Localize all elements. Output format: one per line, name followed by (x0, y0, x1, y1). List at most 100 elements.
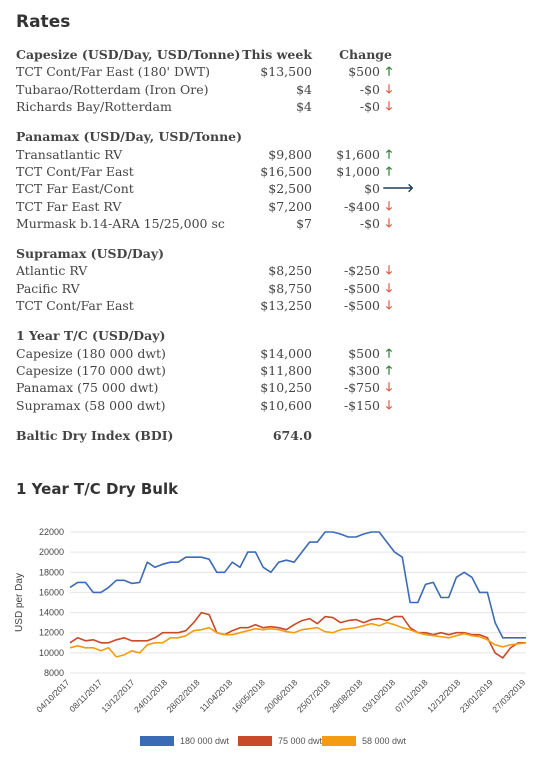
this-week-value: $13,250 (260, 298, 312, 314)
route-label: Capesize (170 000 dwt) (16, 363, 166, 379)
route-label: Pacific RV (16, 280, 80, 296)
x-tick-label: 11/04/2018 (198, 677, 235, 714)
change-value: $1,600 (336, 146, 380, 162)
x-tick-label: 29/08/2018 (327, 677, 364, 714)
arrow-up-icon: 🡑 (385, 146, 393, 161)
y-tick-label: 10000 (39, 648, 64, 658)
rate-row: Murmask b.14-ARA 15/25,000 sc $7 -$0 🡓 (16, 215, 396, 232)
section-header: Capesize (USD/Day, USD/Tonne) This week Ch… (16, 46, 396, 63)
rate-row: TCT Cont/Far East (180' DWT) $13,500 $500 🡑 (16, 63, 396, 80)
x-tick-label: 12/12/2018 (425, 677, 462, 714)
x-tick-label: 13/12/2017 (99, 677, 136, 714)
rate-row: Richards Bay/Rotterdam $4 -$0 🡓 (16, 98, 396, 115)
change-value: -$400 (343, 198, 380, 214)
x-tick-label: 27/03/2019 (490, 677, 527, 714)
section-spacer (16, 414, 396, 427)
arrow-down-icon: 🡓 (385, 298, 393, 313)
change-value: $300 (348, 363, 380, 379)
rate-row: Transatlantic RV $9,800 $1,600 🡑 (16, 146, 396, 163)
change-value: -$0 (359, 81, 380, 97)
y-tick-label: 18000 (39, 567, 64, 577)
legend-label: 180 000 dwt (180, 736, 230, 746)
route-label: Richards Bay/Rotterdam (16, 99, 172, 115)
route-label: TCT Far East/Cont (16, 181, 134, 197)
route-label: Transatlantic RV (16, 146, 123, 162)
route-label: Murmask b.14-ARA 15/25,000 sc (16, 216, 225, 232)
legend-swatch (238, 736, 272, 746)
x-tick-label: 23/01/2019 (458, 677, 495, 714)
rate-row: Pacific RV $8,750 -$500 🡓 (16, 280, 396, 297)
arrow-down-icon: 🡓 (385, 81, 393, 96)
rate-row: TCT Far East RV $7,200 -$400 🡓 (16, 198, 396, 215)
legend-label: 58 000 dwt (362, 736, 407, 746)
this-week-value: $8,750 (268, 280, 312, 296)
change-value: $500 (348, 345, 380, 361)
route-label: TCT Cont/Far East (180' DWT) (16, 64, 211, 80)
this-week-value: $9,800 (268, 146, 312, 162)
chart-title: 1 Year T/C Dry Bulk (16, 480, 179, 498)
series-line (69, 621, 527, 658)
rate-row: Capesize (180 000 dwt) $14,000 $500 🡑 (16, 345, 396, 362)
section-header: Baltic Dry Index (BDI) 674.0 (16, 427, 396, 444)
route-label: TCT Cont/Far East (16, 163, 134, 179)
this-week-header: This week (242, 47, 312, 62)
arrow-down-icon: 🡓 (385, 99, 393, 114)
this-week-value: $14,000 (260, 345, 312, 361)
y-tick-label: 20000 (39, 547, 64, 557)
legend-item[interactable]: 75 000 dwt (238, 736, 322, 746)
x-tick-label: 08/11/2017 (67, 677, 104, 714)
change-value: -$0 (359, 216, 380, 232)
legend-item[interactable]: 58 000 dwt (322, 736, 406, 746)
rate-row: Supramax (58 000 dwt) $10,600 -$150 🡓 (16, 397, 396, 414)
change-header: Change (339, 47, 392, 62)
this-week-value: $2,500 (268, 181, 312, 197)
change-value: $0 (364, 181, 380, 197)
arrow-up-icon: 🡑 (385, 163, 393, 178)
y-tick-label: 8000 (44, 668, 64, 678)
rate-row: TCT Cont/Far East $16,500 $1,000 🡑 (16, 163, 396, 180)
this-week-value: $4 (296, 99, 312, 115)
legend-item[interactable]: 180 000 dwt (140, 736, 229, 746)
section-header: 1 Year T/C (USD/Day) (16, 327, 396, 344)
route-label: TCT Far East RV (16, 198, 122, 214)
section-spacer (16, 315, 396, 328)
this-week-value: $7,200 (268, 198, 312, 214)
this-week-value: $11,800 (260, 363, 312, 379)
rates-table: Capesize (USD/Day, USD/Tonne) This week Ch… (16, 46, 415, 444)
this-week-header: 674.0 (272, 427, 312, 443)
y-tick-label: 12000 (39, 628, 64, 638)
rate-row: TCT Far East/Cont $2,500 $0 🡒 (16, 180, 415, 197)
route-label: Capesize (180 000 dwt) (16, 345, 166, 361)
legend-label: 75 000 dwt (278, 736, 323, 746)
this-week-value: $4 (296, 81, 312, 97)
change-value: $500 (348, 64, 380, 80)
this-week-value: $10,250 (260, 380, 312, 396)
route-label: TCT Cont/Far East (16, 298, 134, 314)
route-label: Tubarao/Rotterdam (Iron Ore) (16, 81, 209, 97)
arrow-up-icon: 🡑 (385, 363, 393, 378)
y-axis-label: USD per Day (14, 573, 25, 632)
x-tick-label: 28/02/2018 (165, 677, 202, 714)
rate-row: TCT Cont/Far East $13,250 -$500 🡓 (16, 297, 396, 314)
this-week-value: $7 (296, 216, 312, 232)
this-week-value: $13,500 (260, 64, 312, 80)
arrow-up-icon: 🡑 (385, 64, 393, 79)
change-value: -$500 (343, 298, 380, 314)
arrow-down-icon: 🡓 (385, 380, 393, 395)
arrow-right-icon: 🡒 (382, 181, 415, 196)
this-week-value: $10,600 (260, 397, 312, 413)
rate-row: Panamax (75 000 dwt) $10,250 -$750 🡓 (16, 379, 396, 396)
x-tick-label: 04/10/2017 (34, 677, 71, 714)
y-tick-label: 16000 (39, 587, 64, 597)
section-spacer (16, 116, 396, 129)
section-title: Supramax (USD/Day) (16, 246, 165, 262)
arrow-up-icon: 🡑 (385, 345, 393, 360)
arrow-down-icon: 🡓 (385, 216, 393, 231)
section-title: Baltic Dry Index (BDI) (16, 427, 174, 443)
route-label: Supramax (58 000 dwt) (16, 397, 166, 413)
legend-swatch (140, 736, 174, 746)
route-label: Atlantic RV (16, 263, 88, 279)
section-title: Capesize (USD/Day, USD/Tonne) (16, 47, 241, 62)
y-tick-label: 22000 (39, 527, 64, 537)
x-tick-label: 24/01/2018 (132, 677, 169, 714)
